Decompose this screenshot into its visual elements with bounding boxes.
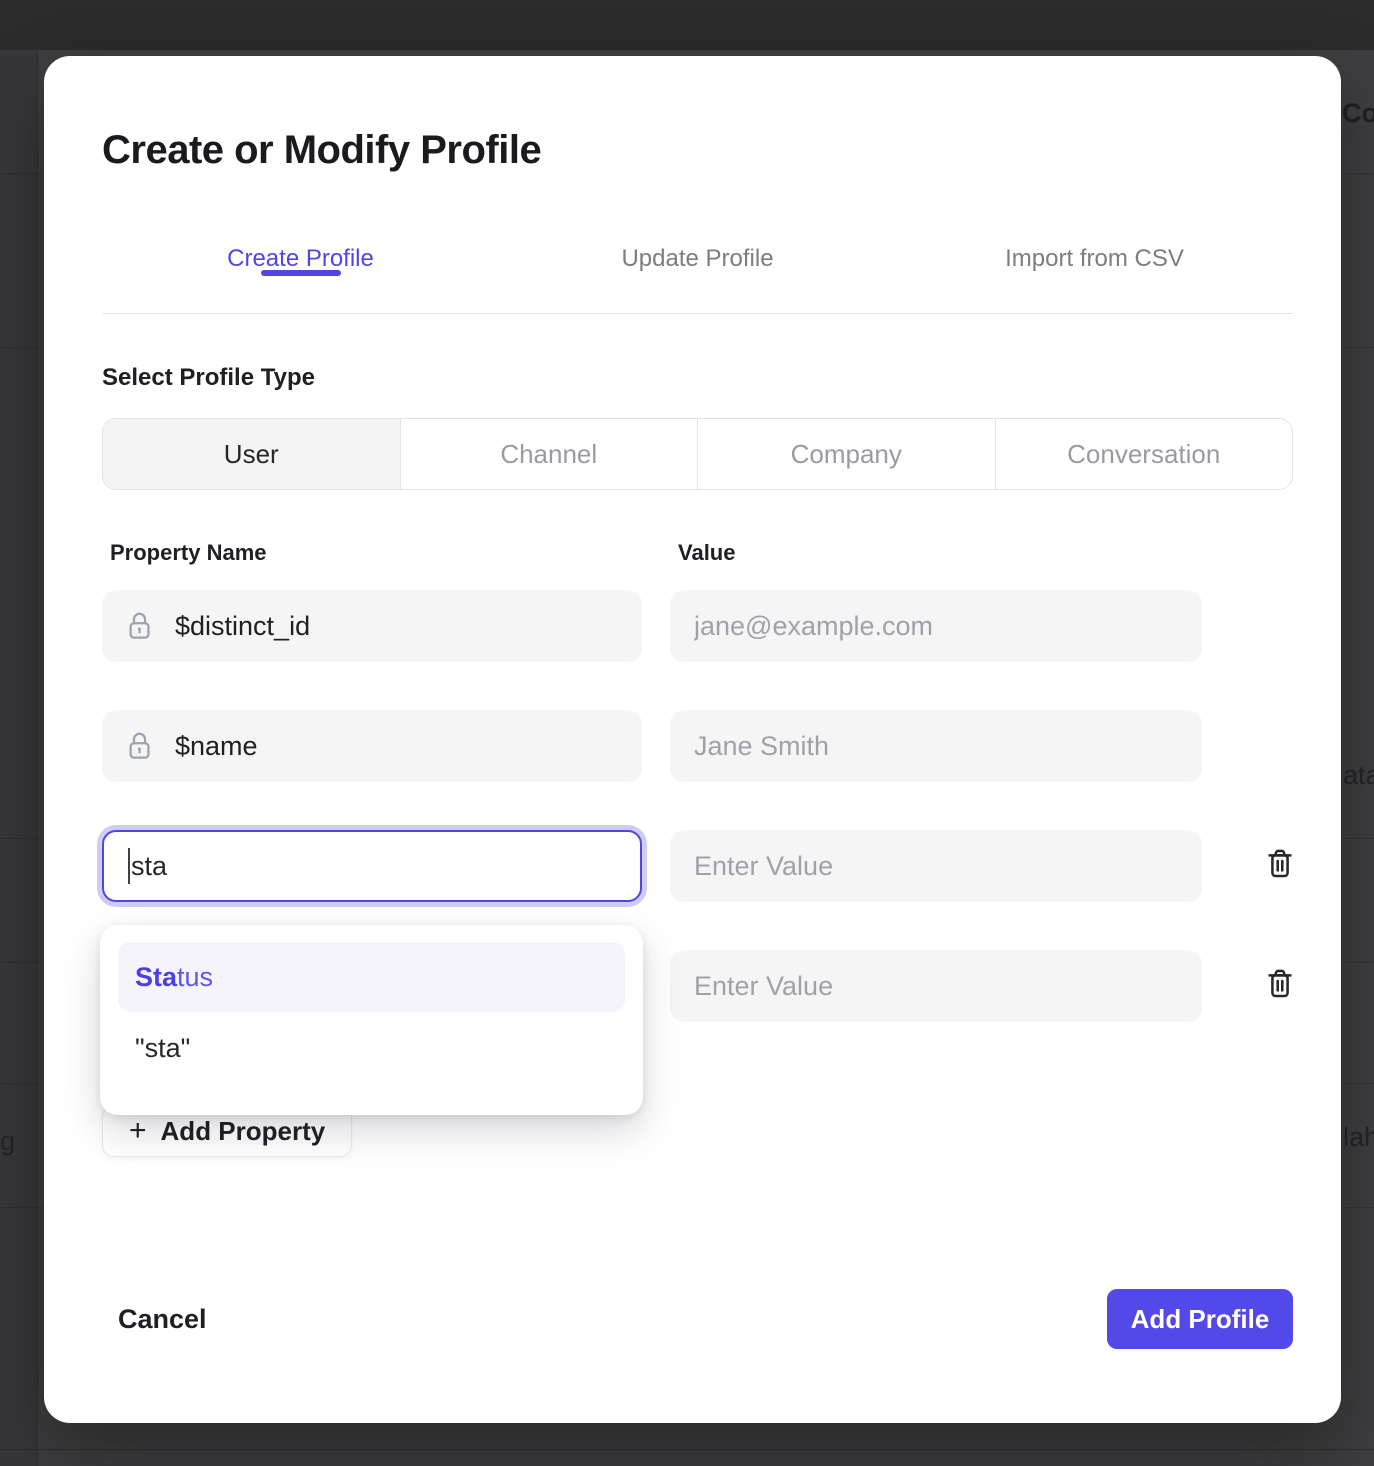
dialog-title: Create or Modify Profile <box>102 128 542 172</box>
profile-type-company[interactable]: Company <box>698 419 996 489</box>
plus-icon: + <box>129 1114 147 1147</box>
property-name-input-focused[interactable]: sta <box>102 830 642 902</box>
property-field-distinct-id: $distinct_id <box>102 590 642 662</box>
trash-icon <box>1268 849 1292 877</box>
text-caret <box>128 848 130 884</box>
property-row: $name <box>102 710 1293 782</box>
property-row: sta <box>102 830 1293 902</box>
tab-create-profile[interactable]: Create Profile <box>102 245 499 276</box>
tab-update-profile-label: Update Profile <box>621 245 774 272</box>
backdrop-bottom-divider <box>0 1449 1374 1450</box>
tab-create-profile-label: Create Profile <box>227 245 374 272</box>
backdrop-topbar <box>0 0 1374 50</box>
delete-row-button[interactable] <box>1264 966 1296 1002</box>
backdrop-text-fragment: Col <box>1342 98 1374 128</box>
profile-type-user[interactable]: User <box>103 419 401 489</box>
property-columns-header: Property Name Value <box>102 540 1293 566</box>
lock-icon <box>129 612 150 639</box>
property-row: $distinct_id <box>102 590 1293 662</box>
active-tab-indicator <box>260 270 341 276</box>
add-property-label: Add Property <box>160 1115 326 1146</box>
add-profile-button[interactable]: Add Profile <box>1107 1289 1293 1349</box>
suggestion-matched-text: Sta <box>135 961 178 992</box>
property-name-typed-text: sta <box>131 850 168 881</box>
suggestion-rest-text: tus <box>177 961 214 992</box>
value-column-label: Value <box>678 540 736 565</box>
tab-import-from-csv[interactable]: Import from CSV <box>896 245 1293 273</box>
autocomplete-raw-option[interactable]: "sta" <box>135 1033 191 1063</box>
value-input-distinct-id[interactable] <box>670 590 1202 662</box>
property-autocomplete-dropdown: Sta tus "sta" <box>100 925 643 1115</box>
backdrop-text-fragment: ata <box>1343 760 1374 790</box>
profile-type-channel[interactable]: Channel <box>401 419 698 489</box>
create-or-modify-profile-dialog: Create or Modify Profile Create Profile … <box>44 56 1341 1423</box>
property-field-name: $name <box>102 710 642 782</box>
cancel-button[interactable]: Cancel <box>118 1303 207 1334</box>
dialog-tabs: Create Profile Update Profile Import fro… <box>102 245 1293 314</box>
select-profile-type-label: Select Profile Type <box>102 364 315 391</box>
value-input-row3[interactable] <box>670 830 1202 902</box>
value-input-row4[interactable] <box>670 950 1202 1022</box>
autocomplete-suggestion-status[interactable]: Sta tus <box>118 942 625 1012</box>
trash-icon <box>1268 969 1292 997</box>
tab-update-profile[interactable]: Update Profile <box>499 245 896 273</box>
lock-icon <box>129 732 150 759</box>
profile-type-selector: User Channel Company Conversation <box>102 418 1293 490</box>
backdrop-text-fragment: lah <box>1343 1122 1374 1152</box>
property-name-distinct-id: $distinct_id <box>175 610 311 641</box>
tab-import-from-csv-label: Import from CSV <box>1005 245 1184 272</box>
property-name-column-label: Property Name <box>110 540 267 565</box>
dialog-footer: Cancel Add Profile <box>102 1289 1293 1349</box>
profile-type-conversation[interactable]: Conversation <box>1067 438 1221 469</box>
backdrop-text-fragment: g <box>0 1126 16 1156</box>
backdrop-left-column <box>0 50 38 1466</box>
value-input-name[interactable] <box>670 710 1202 782</box>
delete-row-button[interactable] <box>1264 846 1296 882</box>
property-name-name: $name <box>175 730 258 761</box>
